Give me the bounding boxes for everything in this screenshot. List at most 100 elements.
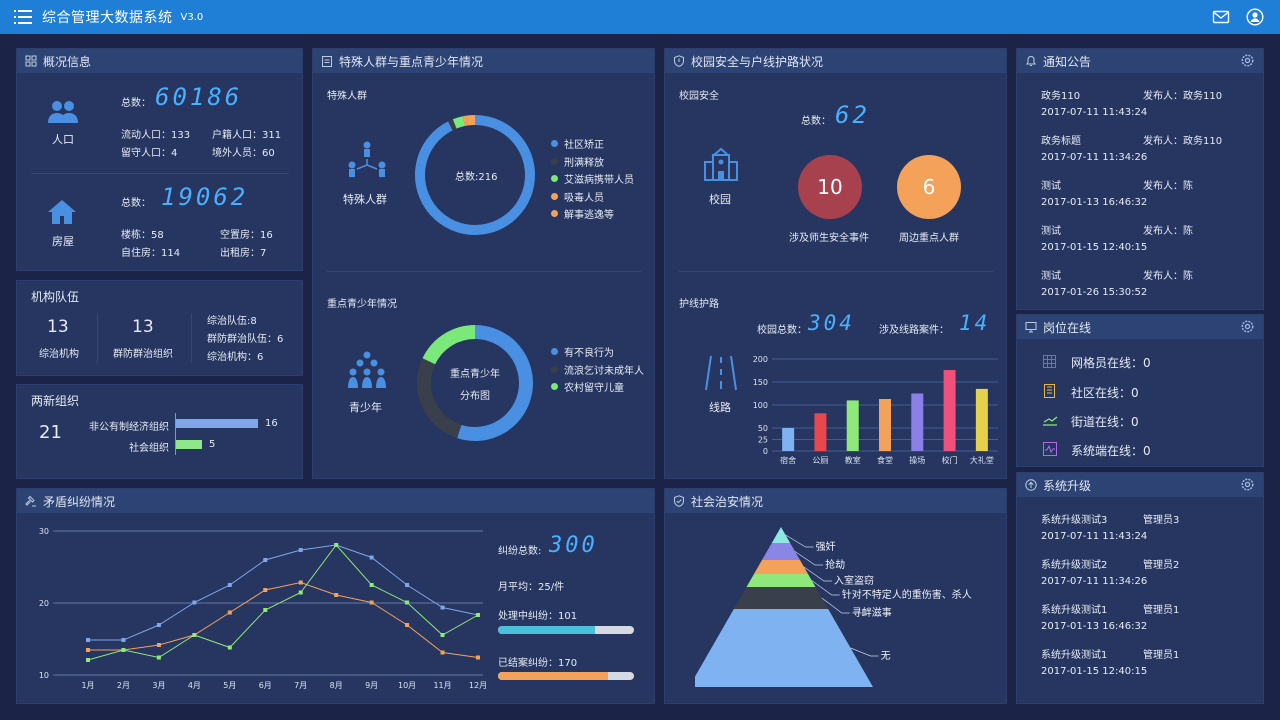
list-item-name: 系统升级测试1 [1041, 650, 1108, 661]
x-tick-label: 2月 [117, 681, 130, 690]
youth-donut-center: 分布图 [460, 391, 490, 402]
x-tick-label: 12月 [469, 681, 487, 690]
gear-icon[interactable] [1240, 319, 1255, 334]
youth-group-icon [348, 351, 386, 388]
menu-icon[interactable] [14, 10, 32, 24]
bar [943, 370, 956, 451]
social-header: 社会治安情况 [665, 489, 1006, 513]
list-item-time: 2017-07-11 11:43:24 [1041, 107, 1148, 118]
series-point [227, 645, 232, 650]
x-tick-label: 6月 [259, 681, 272, 690]
twonew-panel: 两新组织 21 非公有制经济组织 社会组织 16 5 [16, 384, 303, 479]
pyramid-leader [803, 566, 832, 582]
online-title: 岗位在线 [1043, 320, 1092, 335]
list-item-time: 2017-01-26 15:30:52 [1041, 287, 1148, 298]
overview-header: 概况信息 [17, 49, 302, 73]
campus-title: 校园安全与户线护路状况 [691, 54, 824, 69]
series-point [440, 633, 445, 637]
grid-icon [1043, 355, 1056, 368]
monitor-icon [1043, 442, 1057, 456]
gear-icon[interactable] [1240, 477, 1255, 492]
org-line: 群防群治队伍：6 [207, 334, 284, 345]
school-icon [704, 147, 738, 181]
y-tick-label: 25 [758, 436, 768, 445]
divider [191, 313, 192, 363]
list-item-meta: 管理员1 [1143, 650, 1180, 661]
legend-dot [551, 210, 558, 217]
donut-segment [422, 325, 476, 365]
special-title: 特殊人群与重点青少年情况 [339, 54, 484, 69]
user-icon[interactable] [1246, 8, 1264, 26]
dispute-average: 月平均：25/件 [498, 582, 565, 593]
special-donut [415, 115, 535, 235]
incident-circle: 10 [798, 155, 862, 219]
dispute-total: 300 [549, 533, 598, 558]
app-version: V3.0 [180, 11, 204, 23]
online-item: 社区在线：0 [1071, 386, 1139, 400]
processing-progress [498, 626, 634, 634]
series-point [227, 583, 232, 587]
dispute-line-chart: 10 20 30 1月 2月 3月 4月 5月 6月 7月 8月 9月 10月 11月 12月 [39, 527, 487, 690]
series-point [334, 543, 339, 547]
legend-item: 解事逃逸等 [551, 206, 614, 221]
dispute-total-label: 纠纷总数: [498, 546, 542, 557]
series-point [156, 643, 161, 647]
campus-heading: 校园安全 [679, 91, 719, 102]
processing-progress-fill [498, 626, 595, 634]
series-point [156, 655, 161, 660]
gear-icon[interactable] [1240, 53, 1255, 68]
dispute-done-label: 已结案纠纷：170 [498, 658, 578, 669]
x-tick-label: 11月 [433, 681, 451, 690]
special-icon-label: 特殊人群 [343, 193, 387, 206]
legend-label: 解事逃逸等 [564, 210, 614, 221]
online-item: 系统端在线：0 [1071, 444, 1151, 458]
twonew-total: 21 [39, 422, 62, 443]
y-tick-label: 20 [39, 599, 49, 608]
x-tick-label: 校门 [942, 455, 958, 465]
legend-label: 刑满释放 [564, 157, 604, 169]
list-item-name: 系统升级测试3 [1041, 515, 1108, 526]
dispute-panel: 矛盾纠纷情况 10 20 30 1月 2月 3月 4月 5月 6月 7月 8月 9月 10月 11月 12月… [16, 488, 655, 704]
house-icon [48, 200, 76, 224]
incident-label: 涉及师生安全事件 [789, 233, 869, 244]
road-case: 14 [959, 311, 991, 335]
pyramid-label: 强奸 [816, 541, 836, 553]
special-panel: 特殊人群与重点青少年情况 特殊人群 特殊人群 总数:216 重点青少年情况 青少… [312, 48, 655, 479]
org-title: 机构队伍 [31, 290, 80, 304]
series-point [227, 610, 232, 615]
list-item-name: 系统升级测试1 [1041, 605, 1108, 616]
road-heading: 护线护路 [679, 299, 719, 310]
legend-label: 艾滋病携带人员 [564, 175, 634, 186]
mail-icon[interactable] [1212, 8, 1230, 26]
youth-donut [417, 325, 533, 441]
bar [846, 400, 859, 451]
legend-dot [551, 157, 558, 165]
series-point [405, 623, 410, 627]
series-point [334, 593, 339, 597]
legend-item: 有不良行为 [551, 344, 614, 359]
y-tick-label: 0 [763, 447, 768, 456]
done-progress [498, 672, 634, 680]
x-tick-label: 9月 [365, 681, 378, 690]
youth-donut-center: 重点青少年 [450, 369, 500, 380]
twonew-bar-value: 16 [265, 418, 278, 429]
campus-bar-chart: 0 25 50 100 150 200 宿舍 公厕 教室 食堂 操场 校门 大礼堂 [753, 355, 998, 465]
x-tick-label: 10月 [398, 681, 416, 690]
series-point [192, 633, 197, 637]
social-panel: 社会治安情况 强奸 抢劫 入室盗窃 针对不特定人的重伤害、杀人 寻衅滋事无 [664, 488, 1007, 704]
donut-segment [457, 325, 533, 441]
list-item-meta: 发布人：陈 [1143, 181, 1193, 192]
notice-panel: 通知公告 政务110 发布人：政务110 2017-07-11 11:43:24 政务… [1016, 48, 1264, 310]
legend-item: 流浪乞讨未成年人 [551, 362, 644, 377]
x-tick-label: 5月 [223, 681, 236, 690]
series-point [440, 605, 445, 610]
list-item-meta: 发布人：政务110 [1143, 136, 1223, 147]
y-tick-label: 100 [753, 401, 768, 410]
twonew-bar-label: 非公有制经济组织 [89, 422, 169, 433]
population-label: 人口 [52, 133, 74, 146]
housing-total: 19062 [161, 183, 249, 211]
series-line [88, 581, 479, 658]
online-panel: 岗位在线 网格员在线：0 社区在线：0 街道在线：0 系统端在线：0 [1016, 314, 1264, 467]
notice-title: 通知公告 [1043, 54, 1092, 69]
population-stat: 境外人员：60 [212, 148, 275, 159]
